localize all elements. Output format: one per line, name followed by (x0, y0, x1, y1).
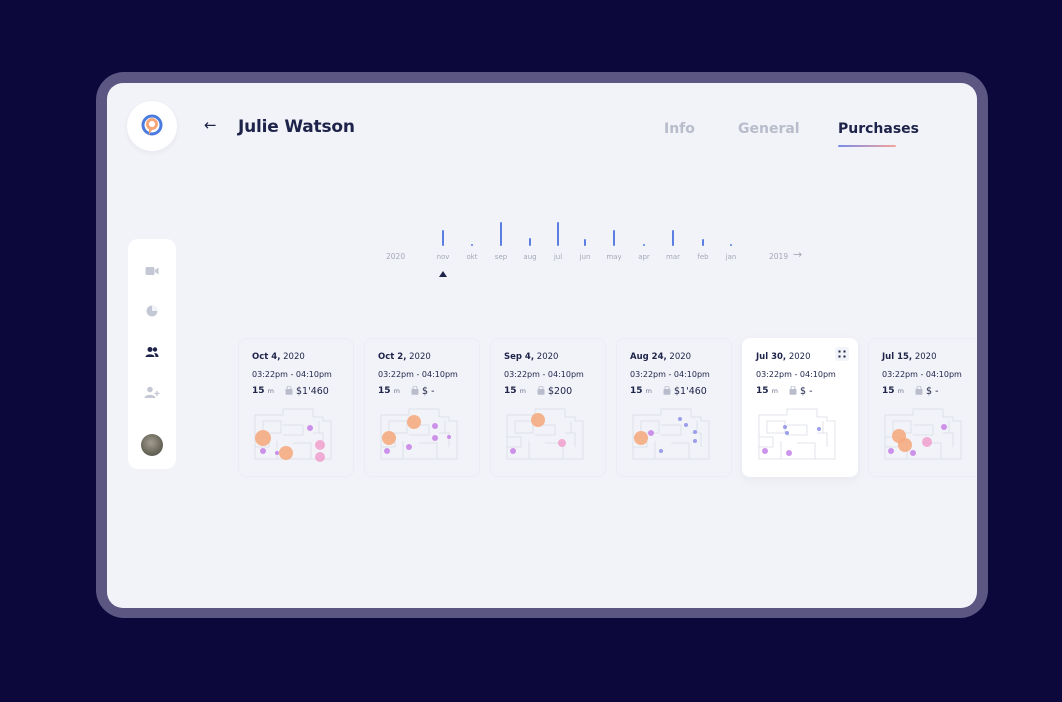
timeline-bar-nov[interactable] (442, 230, 444, 246)
tab-bar: Info General Purchases (107, 121, 977, 151)
timeline-bar-may[interactable] (613, 230, 615, 246)
logo-icon (141, 114, 163, 136)
timeline-label-feb[interactable]: feb (697, 253, 709, 261)
store-floorplan (632, 408, 710, 460)
purchase-amount: $1'460 (674, 386, 707, 397)
purchase-duration: 15 m (378, 386, 401, 396)
timeline-label-jun[interactable]: jun (579, 253, 591, 261)
tab-info[interactable]: Info (664, 121, 695, 137)
active-tab-indicator (838, 145, 896, 147)
timeline-label-aug[interactable]: aug (523, 253, 537, 261)
users-icon (145, 347, 159, 357)
purchase-date: Sep 4, 2020 (504, 352, 559, 362)
timeline-label-jul[interactable]: jul (553, 253, 563, 261)
timeline-bar-sep[interactable] (500, 222, 502, 246)
sidebar-item-analytics[interactable] (128, 301, 176, 321)
purchase-card[interactable]: Oct 4, 2020 03:22pm - 04:10pm 15 m $1'460 (238, 338, 354, 477)
purchase-date: Oct 2, 2020 (378, 352, 431, 362)
shopping-bag-icon (411, 386, 419, 395)
purchase-duration: 15 m (504, 386, 527, 396)
purchase-card[interactable]: Sep 4, 2020 03:22pm - 04:10pm 15 m $200 (490, 338, 606, 477)
timeline-bar-jun[interactable] (584, 239, 586, 246)
timeline-label-mar[interactable]: mar (666, 253, 680, 261)
purchase-duration: 15 m (756, 386, 779, 396)
back-button[interactable]: ← (204, 116, 217, 134)
purchase-date: Aug 24, 2020 (630, 352, 692, 362)
timeline-bar-mar[interactable] (672, 230, 674, 246)
timeline-label-apr[interactable]: apr (638, 253, 650, 261)
timeline-end-year: 2019 (769, 252, 789, 261)
sidebar-item-add-user[interactable] (128, 382, 176, 402)
purchase-duration: 15 m (882, 386, 905, 396)
app-screen: ← Julie Watson Info General Purchases (107, 83, 977, 608)
shopping-bag-icon (537, 386, 545, 395)
purchase-duration: 15 m (630, 386, 653, 396)
purchase-timeline: 2020 nov okt sep aug jul jun may apr mar feb jan 2… (107, 83, 977, 383)
timeline-bar-apr[interactable] (643, 244, 645, 246)
video-camera-icon (145, 267, 159, 275)
timeline-label-sep[interactable]: sep (494, 253, 508, 261)
purchase-amount: $1'460 (296, 386, 329, 397)
sidebar-item-users[interactable] (128, 342, 176, 362)
timeline-selected-marker (439, 271, 447, 277)
timeline-bar-aug[interactable] (529, 238, 531, 246)
store-floorplan (254, 408, 332, 462)
purchase-card[interactable]: Aug 24, 2020 03:22pm - 04:10pm 15 m $1'460 (616, 338, 732, 477)
tab-purchases[interactable]: Purchases (838, 121, 920, 137)
shopping-bag-icon (915, 386, 923, 395)
sidebar-item-video[interactable] (128, 261, 176, 281)
sidebar (128, 239, 176, 469)
timeline-bar-jul[interactable] (557, 222, 559, 246)
timeline-label-jan[interactable]: jan (725, 253, 737, 261)
app-logo[interactable] (127, 101, 177, 151)
purchase-date: Jul 15, 2020 (882, 352, 937, 362)
timeline-bar-feb[interactable] (702, 239, 704, 246)
shopping-bag-icon (789, 386, 797, 395)
timeline-bar-okt[interactable] (471, 244, 473, 246)
avatar[interactable] (141, 434, 163, 456)
purchase-time: 03:22pm - 04:10pm (882, 370, 962, 379)
shopping-bag-icon (663, 386, 671, 395)
add-user-icon (144, 386, 160, 398)
purchase-time: 03:22pm - 04:10pm (252, 370, 332, 379)
purchase-time: 03:22pm - 04:10pm (756, 370, 836, 379)
timeline-label-nov[interactable]: nov (436, 253, 450, 261)
purchase-card[interactable]: Jul 30, 2020 03:22pm - 04:10pm 15 m $ - (742, 338, 858, 477)
purchase-date: Jul 30, 2020 (756, 352, 811, 362)
purchase-time: 03:22pm - 04:10pm (504, 370, 584, 379)
purchase-card[interactable]: Oct 2, 2020 03:22pm - 04:10pm 15 m $ - (364, 338, 480, 477)
expand-icon[interactable] (835, 347, 849, 361)
timeline-bar-jan[interactable] (730, 244, 732, 246)
purchase-amount: $ - (926, 386, 939, 397)
pie-chart-icon (146, 305, 158, 317)
purchase-card[interactable]: Jul 15, 2020 03:22pm - 04:10pm 15 m $ - (868, 338, 977, 477)
timeline-label-okt[interactable]: okt (466, 253, 478, 261)
page-title: Julie Watson (238, 117, 355, 137)
shopping-bag-icon (285, 386, 293, 395)
store-floorplan (884, 408, 962, 460)
purchase-date: Oct 4, 2020 (252, 352, 305, 362)
timeline-label-may[interactable]: may (606, 253, 622, 261)
purchase-duration: 15 m (252, 386, 275, 396)
tab-general[interactable]: General (738, 121, 800, 137)
purchase-time: 03:22pm - 04:10pm (630, 370, 710, 379)
purchase-amount: $200 (548, 386, 573, 397)
store-floorplan (758, 408, 836, 460)
timeline-start-year: 2020 (386, 252, 406, 261)
purchase-amount: $ - (800, 386, 813, 397)
purchase-time: 03:22pm - 04:10pm (378, 370, 458, 379)
store-floorplan (380, 408, 458, 460)
store-floorplan (506, 408, 584, 460)
timeline-next-arrow-icon[interactable]: → (793, 248, 803, 261)
purchase-amount: $ - (422, 386, 435, 397)
